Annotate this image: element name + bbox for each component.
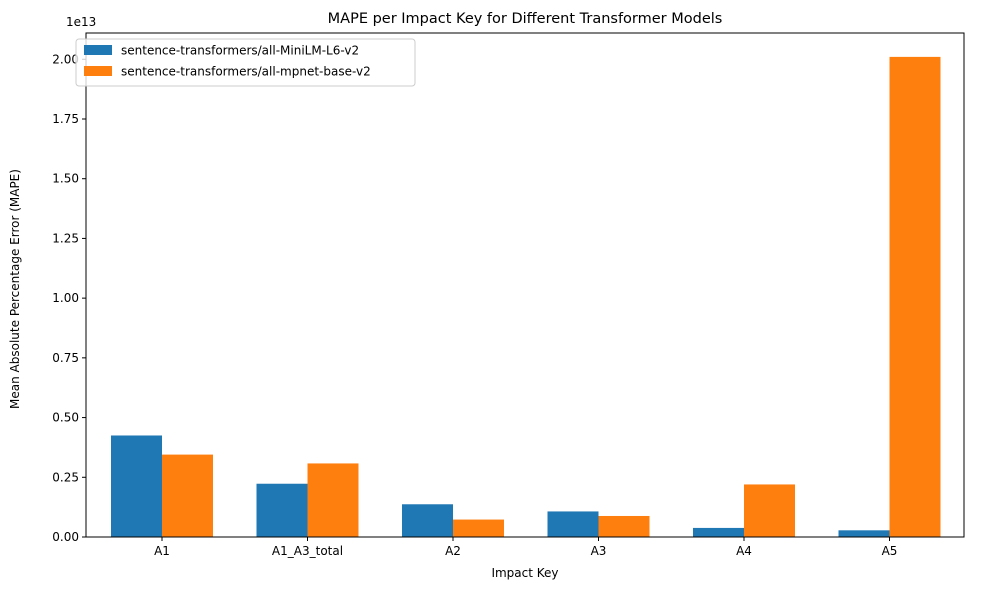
y-tick-label: 0.25 [52, 470, 79, 484]
x-tick-label: A4 [736, 544, 752, 558]
x-tick-label: A2 [445, 544, 461, 558]
legend-label: sentence-transformers/all-MiniLM-L6-v2 [121, 44, 359, 58]
x-axis-label: Impact Key [491, 566, 558, 580]
x-tick-label: A3 [591, 544, 607, 558]
bar-1-a1-a3-total [256, 483, 308, 537]
legend: sentence-transformers/all-MiniLM-L6-v2 se… [75, 38, 416, 87]
y-tick-label: 1.00 [52, 291, 79, 305]
y-tick-label: 0.00 [52, 530, 79, 544]
legend-swatch [84, 45, 112, 55]
y-tick-label: 0.50 [52, 411, 79, 425]
y-tick-label: 1.50 [52, 172, 79, 186]
bar-1-a2 [402, 504, 453, 537]
x-tick-label: A1 [154, 544, 170, 558]
bar-1-a5 [838, 530, 890, 537]
legend-label: sentence-transformers/all-mpnet-base-v2 [121, 65, 371, 79]
bar-2-a1 [162, 454, 213, 537]
y-offset-label: 1e13 [66, 15, 96, 29]
bar-2-a4 [744, 484, 795, 537]
y-ticks-group: 0.00 0.25 0.50 0.75 1.00 1.25 1.50 1.75 2.00 [52, 52, 86, 544]
y-tick-label: 0.75 [52, 351, 79, 365]
y-axis-label: Mean Absolute Percentage Error (MAPE) [8, 169, 22, 409]
bars-group [111, 56, 941, 537]
bar-1-a1 [111, 435, 162, 537]
y-tick-label: 2.00 [52, 52, 79, 66]
x-tick-label: A5 [882, 544, 898, 558]
plot-frame [85, 32, 965, 538]
bar-2-a2 [453, 519, 504, 537]
y-tick-label: 1.75 [52, 112, 79, 126]
bar-1-a4 [693, 527, 744, 537]
bar-2-a3 [598, 515, 650, 537]
bar-1-a3 [547, 511, 599, 537]
bar-2-a5 [889, 56, 941, 537]
x-ticks-group: A1 A1_A3_total A2 A3 A4 A5 [154, 537, 897, 558]
x-tick-label: A1_A3_total [272, 544, 343, 558]
y-tick-label: 1.25 [52, 231, 79, 245]
chart-title: MAPE per Impact Key for Different Transf… [328, 11, 723, 27]
legend-box [75, 38, 416, 87]
bar-2-a1-a3-total [307, 463, 359, 537]
legend-swatch [84, 66, 112, 76]
